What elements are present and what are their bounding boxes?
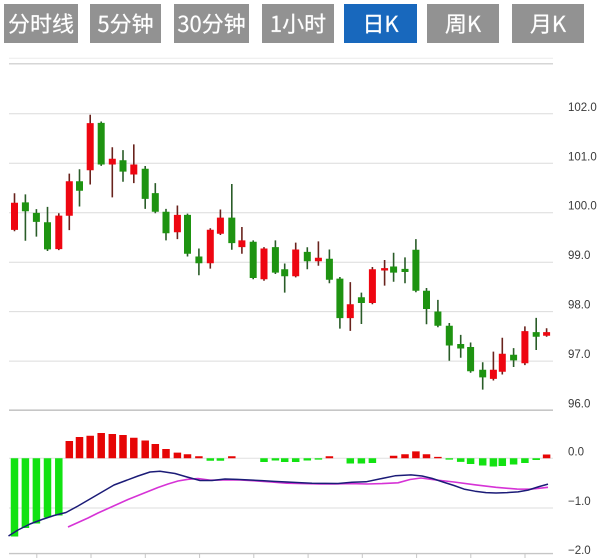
svg-text:101.0: 101.0 <box>568 151 597 163</box>
svg-text:−2.0: −2.0 <box>568 545 591 557</box>
svg-text:−1.0: −1.0 <box>568 496 591 508</box>
svg-text:102.0: 102.0 <box>568 102 597 114</box>
svg-text:96.0: 96.0 <box>568 399 590 411</box>
svg-text:0.0: 0.0 <box>568 446 584 458</box>
svg-text:100.0: 100.0 <box>568 201 597 213</box>
svg-text:99.0: 99.0 <box>568 250 590 262</box>
svg-text:98.0: 98.0 <box>568 300 590 312</box>
svg-text:97.0: 97.0 <box>568 349 590 361</box>
